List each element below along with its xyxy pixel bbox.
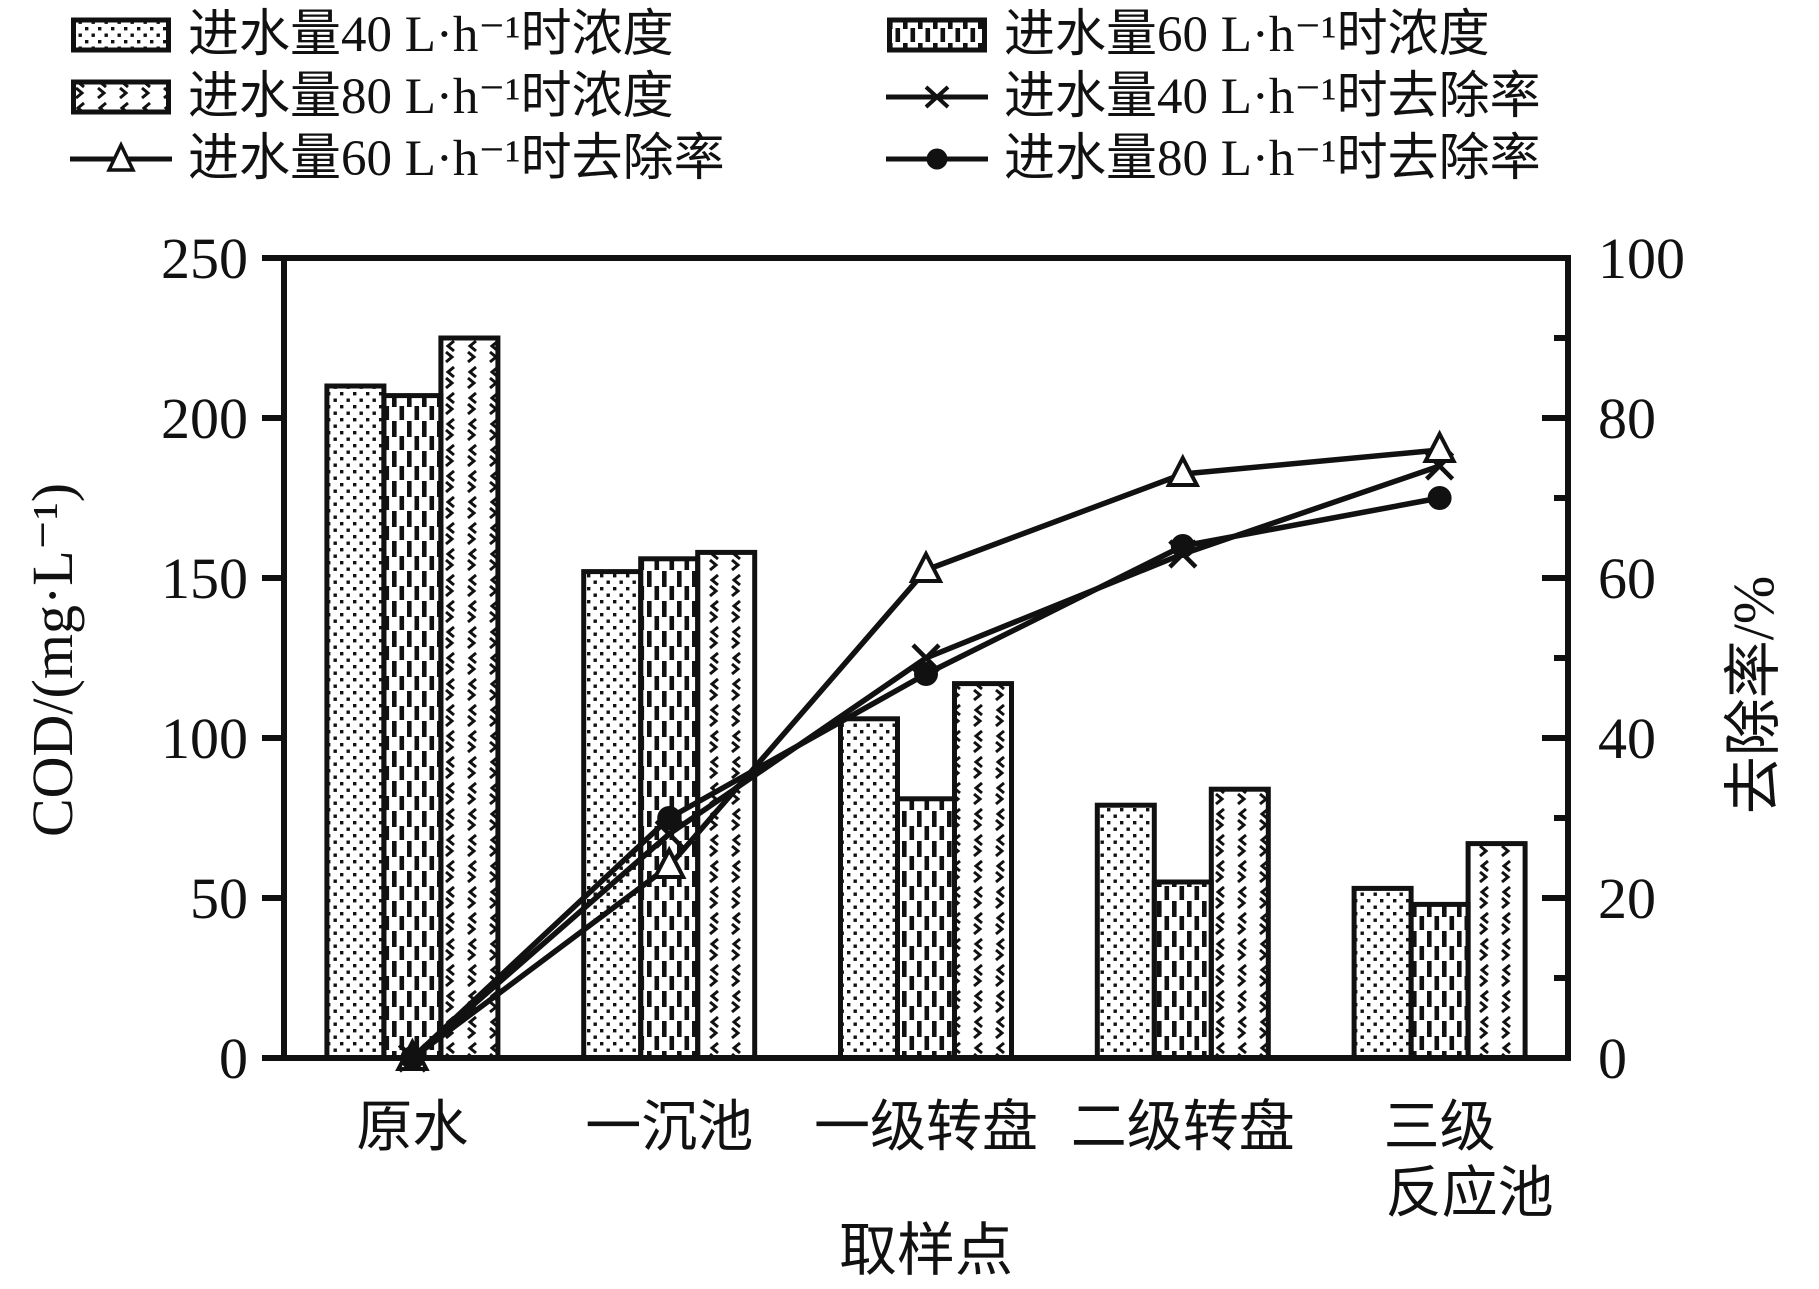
right-axis-title: 去除率/% <box>1721 575 1786 815</box>
bar-cod-80-2 <box>952 681 1014 1061</box>
bar-series-cod-40 <box>324 383 1414 1061</box>
x-category-label: 一沉池 <box>585 1097 753 1159</box>
line-dot-icon <box>886 148 988 170</box>
bar-cod-80-4 <box>1465 841 1528 1061</box>
legend-label: 进水量40 L·h⁻¹时浓度 <box>188 7 674 63</box>
right-tick-label: 40 <box>1598 706 1656 771</box>
legend-label: 进水量80 L·h⁻¹时去除率 <box>1004 131 1541 187</box>
right-axis: 0 20 40 60 80 100 <box>1542 226 1685 1091</box>
left-tick-label: 50 <box>190 866 248 931</box>
right-tick-label: 20 <box>1598 866 1656 931</box>
bar-chevrons-icon <box>71 79 171 115</box>
bar-cod-40-0 <box>324 383 387 1061</box>
bar-series-cod-80 <box>438 335 1528 1061</box>
bar-cod-60-4 <box>1408 901 1471 1061</box>
left-tick-label: 150 <box>161 546 248 611</box>
left-tick-label: 250 <box>161 226 248 291</box>
left-axis: 0 50 100 150 200 250 <box>161 226 284 1091</box>
bar-cod-40-2 <box>838 716 900 1061</box>
x-axis-labels: 原水 一沉池 一级转盘 二级转盘 三级反应池 <box>356 1097 1553 1225</box>
legend-item-bar-chevrons: 进水量80 L·h⁻¹时浓度 <box>70 66 886 128</box>
legend-label: 进水量80 L·h⁻¹时浓度 <box>188 69 674 125</box>
right-tick-label: 100 <box>1598 226 1685 291</box>
bar-cod-80-1 <box>695 549 758 1061</box>
bar-cod-40-4 <box>1351 885 1414 1061</box>
left-tick-label: 100 <box>161 706 248 771</box>
bar-cod-80-3 <box>1208 786 1271 1061</box>
bar-cod-80-0 <box>438 335 501 1061</box>
legend-item-bar-dots: 进水量40 L·h⁻¹时浓度 <box>70 4 886 66</box>
legend-label: 进水量60 L·h⁻¹时浓度 <box>1004 7 1490 63</box>
right-tick-label: 0 <box>1598 1026 1627 1091</box>
legend-label: 进水量40 L·h⁻¹时去除率 <box>1004 69 1541 125</box>
left-tick-label: 200 <box>161 386 248 451</box>
legend-item-line-triangle: 进水量60 L·h⁻¹时去除率 <box>70 128 886 190</box>
bar-dots-icon <box>71 17 171 53</box>
x-category-label: 三级反应池 <box>1384 1097 1554 1225</box>
legend-item-line-dot: 进水量80 L·h⁻¹时去除率 <box>886 128 1541 190</box>
x-category-label: 一级转盘 <box>814 1097 1038 1159</box>
left-tick-label: 0 <box>219 1026 248 1091</box>
bar-cod-40-1 <box>581 569 644 1061</box>
bar-cod-60-2 <box>895 796 957 1061</box>
bar-dashes-icon <box>887 17 987 53</box>
line-x-icon <box>886 85 988 109</box>
markers-removal-80 <box>400 486 1452 1070</box>
bar-cod-60-3 <box>1151 879 1214 1061</box>
x-category-label: 二级转盘 <box>1071 1097 1295 1159</box>
legend-item-line-x: 进水量40 L·h⁻¹时去除率 <box>886 66 1541 128</box>
left-axis-title: COD/(mg·L⁻¹) <box>20 482 85 838</box>
legend-item-bar-dashes: 进水量60 L·h⁻¹时浓度 <box>886 4 1541 66</box>
bar-cod-40-3 <box>1094 802 1157 1061</box>
x-axis-title: 取样点 <box>838 1218 1013 1283</box>
right-tick-label: 80 <box>1598 386 1656 451</box>
legend: 进水量40 L·h⁻¹时浓度 进水量60 L·h⁻¹时浓度 进水量80 L·h⁻¹时… <box>70 4 1541 190</box>
right-tick-label: 60 <box>1598 546 1656 611</box>
x-category-label: 原水 <box>356 1097 468 1159</box>
legend-label: 进水量60 L·h⁻¹时去除率 <box>188 131 725 187</box>
bar-cod-60-0 <box>381 393 444 1061</box>
line-triangle-icon <box>70 140 172 172</box>
